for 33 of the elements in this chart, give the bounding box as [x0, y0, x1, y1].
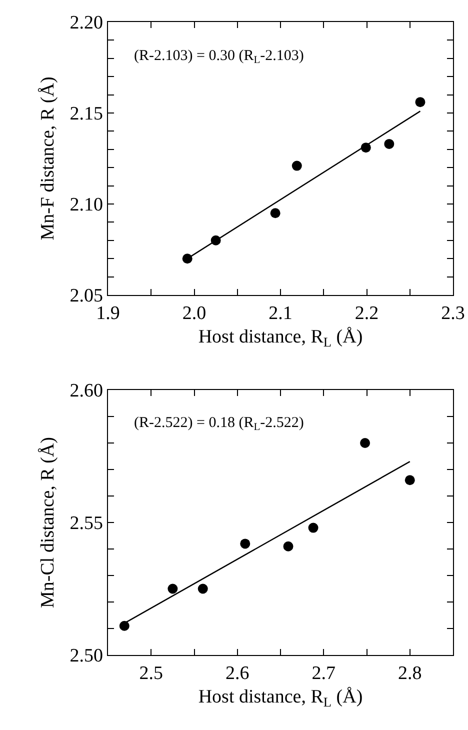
point: [283, 541, 294, 552]
point: [360, 438, 370, 448]
point: [240, 538, 250, 549]
x-tick-label: 2.6: [225, 663, 250, 684]
x-axis-title: Host distance, R$_{L}$ (Å): [198, 326, 363, 350]
x-tick-label: 2.3: [441, 303, 465, 324]
x-tick-label: 2.8: [398, 663, 422, 684]
y-axis-title: Mn-F distance, R (Å): [38, 76, 59, 240]
y-tick-label: 2.55: [70, 513, 103, 534]
y-tick-label: 2.60: [70, 380, 103, 402]
point: [292, 160, 302, 171]
annotation: (R-2.522) = 0.18 (R$_{L}$-2.522): [134, 415, 304, 434]
point: [404, 475, 415, 486]
x-tick-label: 2.2: [354, 303, 379, 324]
text: 2.0: [182, 303, 206, 324]
annotation: (R-2.103) = 0.30 (R$_{L}$-2.103): [134, 48, 304, 66]
point: [119, 620, 130, 631]
point: [308, 522, 318, 533]
point: [168, 584, 178, 594]
x-tick-label: 2.1: [268, 303, 292, 324]
x-tick-label: 2.7: [312, 663, 336, 684]
point: [198, 584, 208, 594]
x-axis-title: Host distance, R$_{L}$ (Å): [198, 686, 363, 710]
point: [182, 254, 192, 264]
point: [415, 97, 426, 108]
y-tick-label: 2.10: [70, 194, 103, 216]
point: [384, 138, 394, 149]
y-tick-label: 2.50: [70, 646, 103, 667]
y-tick-label: 2.15: [70, 104, 103, 125]
point: [270, 208, 280, 218]
x-tick-label: 2.5: [139, 663, 163, 684]
y-axis-title: Mn-Cl distance, R (Å): [38, 437, 59, 608]
y-tick-label: 2.20: [70, 12, 103, 34]
